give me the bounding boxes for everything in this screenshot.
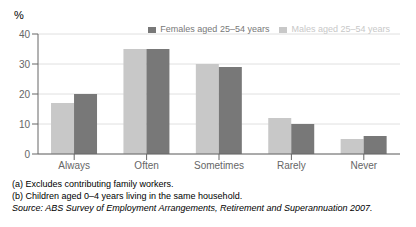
svg-text:10: 10 xyxy=(19,119,31,130)
svg-text:30: 30 xyxy=(19,59,31,70)
html-text:(b) Children aged 0–4 years li: (b) Children aged 0–4 years living in th… xyxy=(12,191,243,201)
svg-text:0: 0 xyxy=(24,149,30,160)
svg-text:Always: Always xyxy=(58,160,90,171)
html-text:Males aged 25–54 years: Males aged 25–54 years xyxy=(291,24,390,34)
svg-text:Rarely: Rarely xyxy=(277,160,306,171)
html-text:Source: ABS Survey of Employme: Source: ABS Survey of Employment Arrange… xyxy=(12,203,373,213)
svg-text:Never: Never xyxy=(350,160,377,171)
svg-text:40: 40 xyxy=(19,29,31,40)
svg-text:Often: Often xyxy=(134,160,158,171)
html-text:Females aged 25–54 years: Females aged 25–54 years xyxy=(160,24,270,34)
svg-text:20: 20 xyxy=(19,89,31,100)
html-text:(a) Excludes contributing fami: (a) Excludes contributing family workers… xyxy=(12,179,174,189)
svg-text:Sometimes: Sometimes xyxy=(194,160,244,171)
